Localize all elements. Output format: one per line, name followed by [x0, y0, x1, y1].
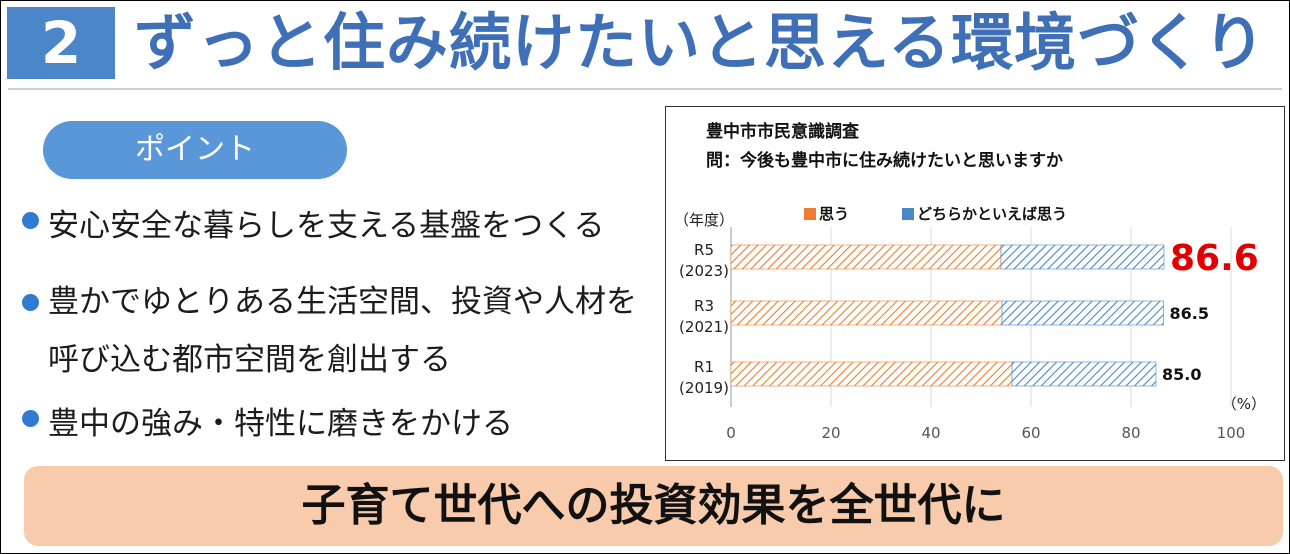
section-number: 2 [7, 7, 115, 79]
bullet-text: 安心安全な暮らしを支える基盤をつくる [48, 208, 605, 244]
bullet-dot-icon [22, 410, 39, 427]
x-tick-label: 0 [726, 424, 736, 442]
bullet-text: 豊かでゆとりある生活空間、投資や人材を呼び込む都市空間を創出する [48, 284, 637, 378]
x-tick-label: 60 [1021, 424, 1040, 442]
bar-segment [1000, 244, 1165, 270]
x-tick-label: 20 [821, 424, 840, 442]
category-year-label: (2019) [679, 379, 729, 397]
unit-label: （%） [1222, 395, 1266, 413]
legend-swatch [902, 208, 914, 220]
chart-title: 豊中市市民意識調査 [706, 121, 860, 142]
data-label: 86.5 [1170, 304, 1209, 323]
legend-swatch [804, 208, 816, 220]
bullet-dot-icon [22, 294, 39, 311]
legend-label: 思う [819, 205, 849, 223]
x-tick-label: 100 [1217, 424, 1246, 442]
bar-segment [730, 361, 1013, 387]
bullet-item: 豊中の強み・特性に磨きをかける [22, 398, 513, 443]
x-tick-label: 40 [921, 424, 940, 442]
bullet-item: 豊かでゆとりある生活空間、投資や人材を呼び込む都市空間を創出する [22, 273, 658, 389]
header-divider [8, 88, 1282, 90]
bottom-banner: 子育て世代への投資効果を全世代に [24, 466, 1283, 546]
bar-segment [730, 300, 1003, 326]
bar-segment [730, 244, 1002, 270]
data-label: 85.0 [1162, 365, 1201, 384]
category-label: R5 [694, 241, 714, 259]
category-label: R3 [694, 297, 714, 315]
bar-segment [1011, 361, 1157, 387]
bullet-dot-icon [22, 212, 39, 229]
category-year-label: (2023) [679, 262, 729, 280]
year-axis-label: （年度） [674, 211, 734, 229]
chart-subtitle: 問：今後も豊中市に住み続けたいと思いますか [706, 150, 1063, 171]
point-label: ポイント [43, 121, 347, 179]
x-tick-label: 80 [1121, 424, 1140, 442]
survey-chart: 豊中市市民意識調査問：今後も豊中市に住み続けたいと思いますか 0 20 40 60 80 1… [665, 106, 1285, 461]
legend-label: どちらかといえば思う [917, 205, 1067, 223]
bar-segment [1001, 300, 1164, 326]
data-label-highlight: 86.6 [1170, 238, 1259, 279]
category-year-label: (2021) [679, 318, 729, 336]
bullet-item: 安心安全な暮らしを支える基盤をつくる [22, 200, 604, 245]
bullet-text: 豊中の強み・特性に磨きをかける [48, 406, 513, 442]
page-title: ずっと住み続けたいと思える環境づくり [134, 6, 1267, 79]
category-label: R1 [694, 358, 714, 376]
